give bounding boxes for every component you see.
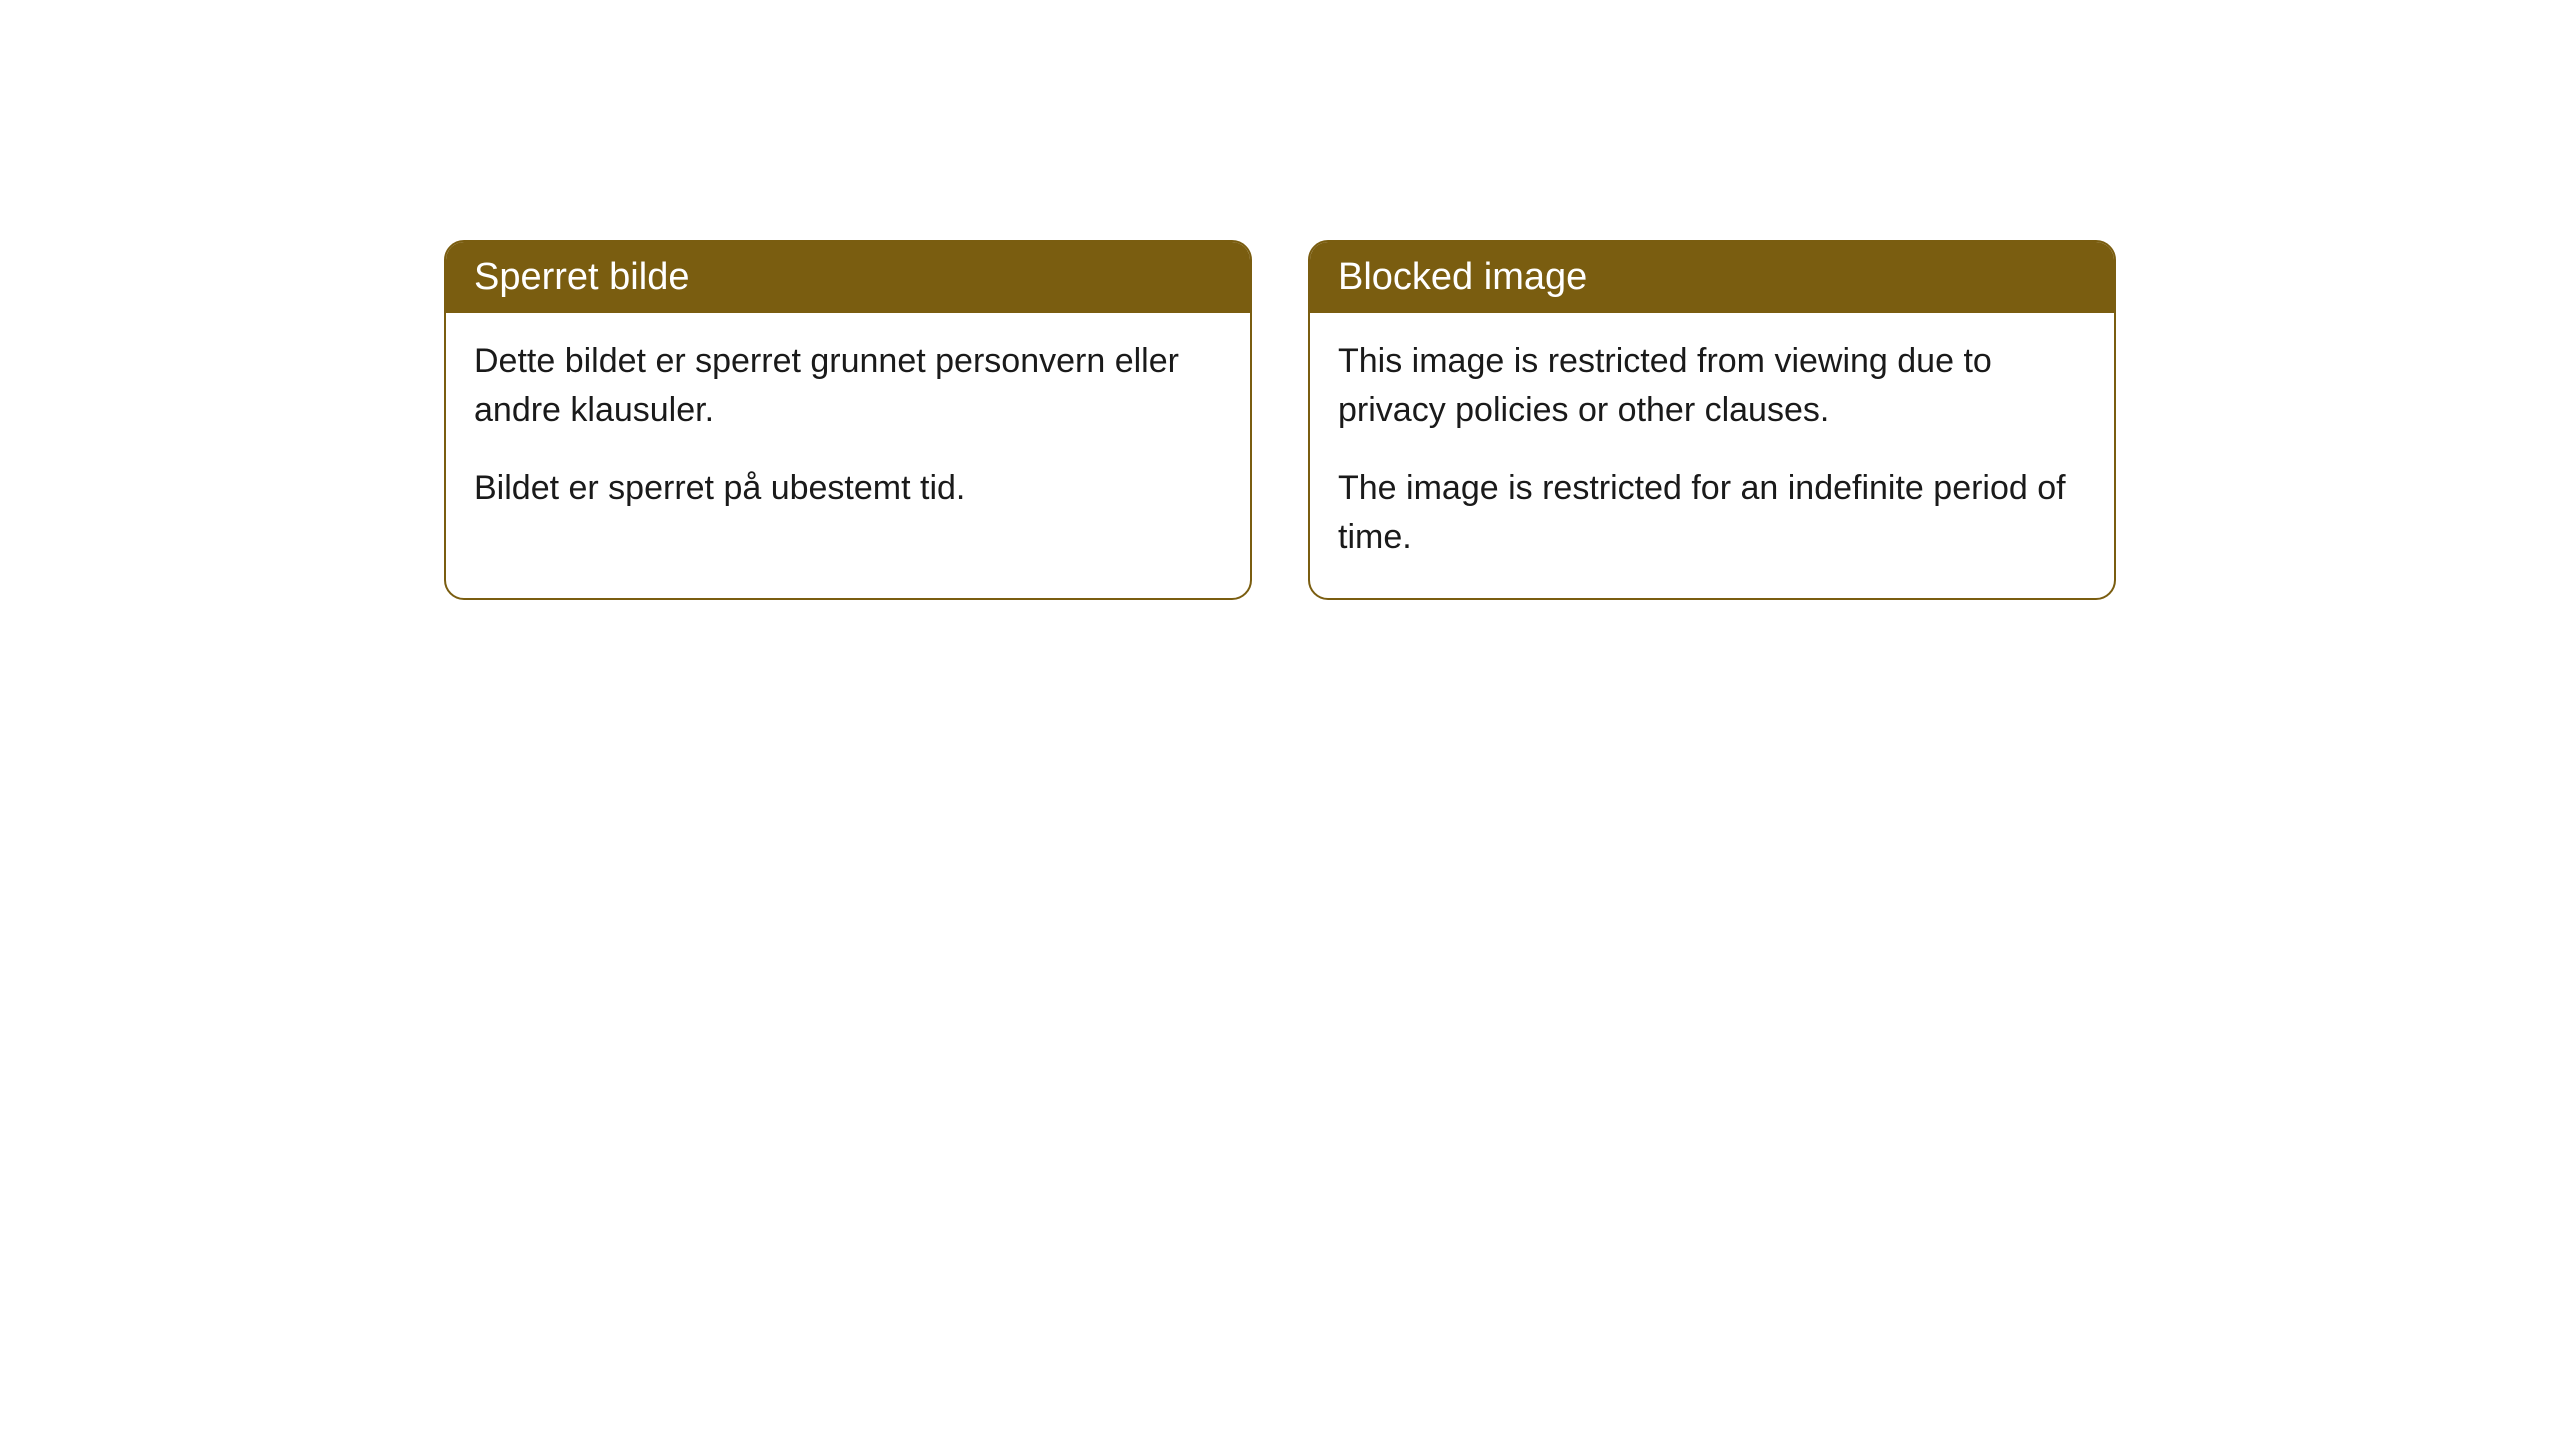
card-paragraph: This image is restricted from viewing du… [1338,337,2086,436]
card-header: Sperret bilde [446,242,1250,313]
card-title: Blocked image [1338,256,1587,298]
card-header: Blocked image [1310,242,2114,313]
notice-cards-container: Sperret bilde Dette bildet er sperret gr… [444,240,2116,600]
card-paragraph: Bildet er sperret på ubestemt tid. [474,464,1222,513]
card-body: This image is restricted from viewing du… [1310,313,2114,598]
card-body: Dette bildet er sperret grunnet personve… [446,313,1250,549]
card-paragraph: The image is restricted for an indefinit… [1338,464,2086,563]
notice-card-norwegian: Sperret bilde Dette bildet er sperret gr… [444,240,1252,600]
card-title: Sperret bilde [474,256,689,298]
card-paragraph: Dette bildet er sperret grunnet personve… [474,337,1222,436]
notice-card-english: Blocked image This image is restricted f… [1308,240,2116,600]
